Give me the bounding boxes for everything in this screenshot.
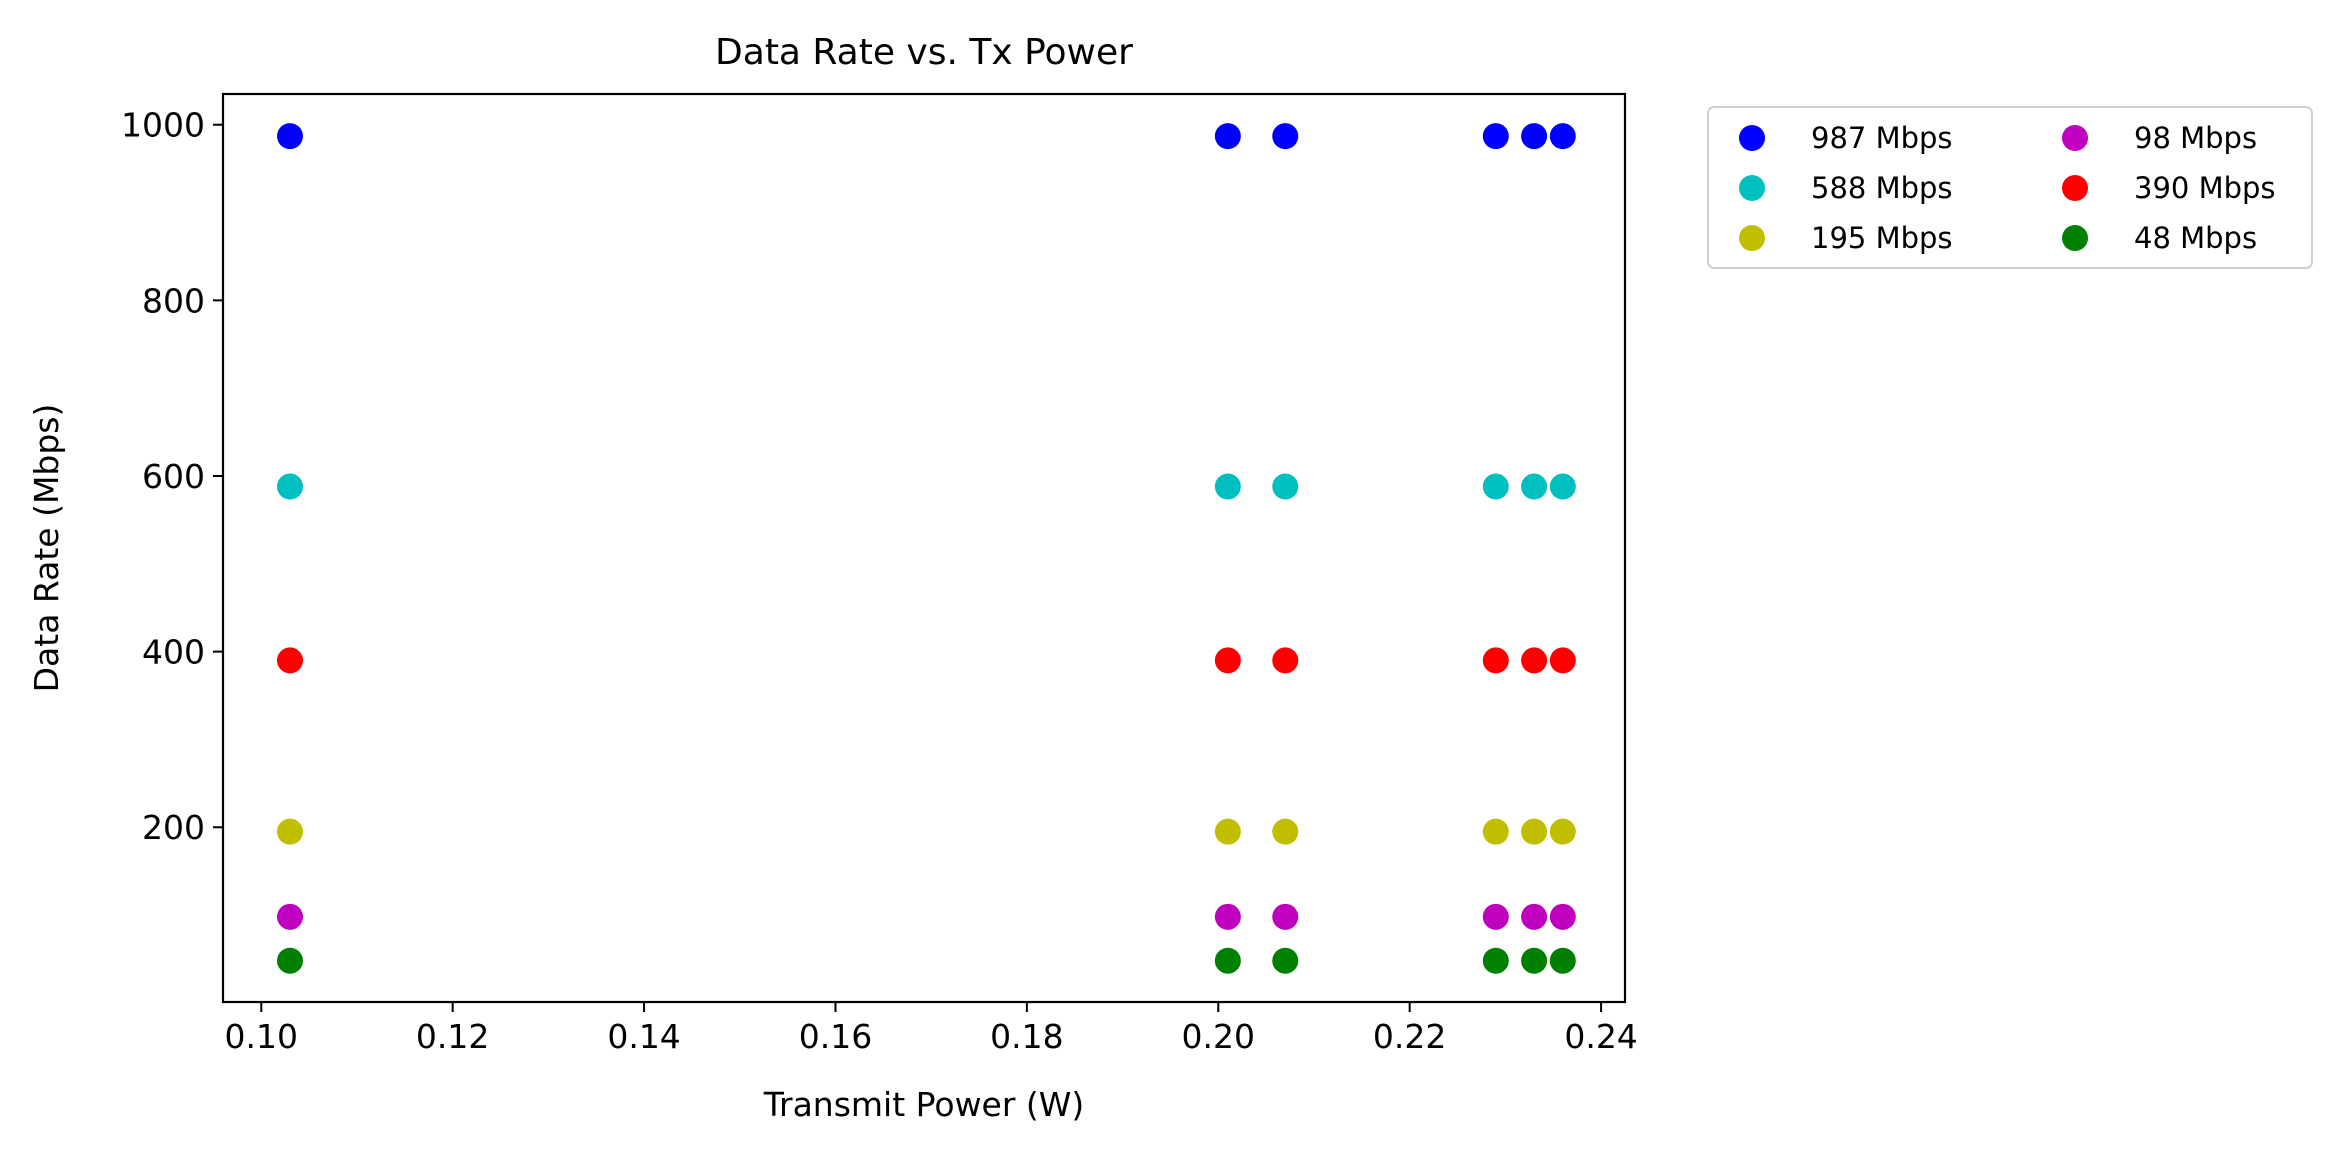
x-tick-label: 0.14 <box>607 1017 680 1056</box>
data-point <box>1214 473 1241 500</box>
legend-label: 588 Mbps <box>1811 171 1953 205</box>
data-point <box>1214 123 1241 150</box>
data-point <box>276 473 303 500</box>
data-point <box>276 903 303 930</box>
data-point <box>276 947 303 974</box>
data-point <box>1214 947 1241 974</box>
data-point <box>1214 647 1241 674</box>
y-tick-label: 800 <box>142 281 205 320</box>
legend-marker <box>2062 175 2088 201</box>
data-point <box>1482 473 1509 500</box>
data-point <box>1272 647 1299 674</box>
data-point <box>1549 473 1576 500</box>
x-tick-label: 0.12 <box>416 1017 489 1056</box>
legend: 987 Mbps 588 Mbps 195 Mbps 98 Mbps 390 Mbps 4… <box>1707 106 2313 269</box>
plot-area-frame <box>221 92 1627 1004</box>
data-point <box>1272 473 1299 500</box>
data-point <box>1214 903 1241 930</box>
data-point <box>1521 818 1548 845</box>
data-point <box>1482 818 1509 845</box>
data-point <box>1272 903 1299 930</box>
data-point <box>276 818 303 845</box>
legend-marker <box>2062 125 2088 151</box>
data-point <box>1521 903 1548 930</box>
legend-label: 195 Mbps <box>1811 221 1953 255</box>
x-tick-label: 0.16 <box>799 1017 872 1056</box>
data-point <box>276 647 303 674</box>
y-axis-label: Data Rate (Mbps) <box>27 404 66 693</box>
y-tick-label: 1000 <box>121 106 205 145</box>
data-point <box>276 123 303 150</box>
chart-title: Data Rate vs. Tx Power <box>715 32 1133 73</box>
legend-marker <box>1739 125 1765 151</box>
legend-entries: 987 Mbps 588 Mbps 195 Mbps 98 Mbps 390 Mbps 4… <box>1739 121 2276 255</box>
data-points-layer <box>276 123 1576 974</box>
x-tick-label: 0.20 <box>1182 1017 1255 1056</box>
legend-frame <box>1707 106 2313 269</box>
y-tick-label: 600 <box>142 457 205 496</box>
data-point <box>1549 647 1576 674</box>
y-tick-label: 200 <box>142 808 205 847</box>
x-tick-label: 0.24 <box>1564 1017 1637 1056</box>
legend-marker <box>1739 225 1765 251</box>
legend-marker <box>1739 175 1765 201</box>
data-point <box>1482 903 1509 930</box>
data-point <box>1521 123 1548 150</box>
data-point <box>1549 818 1576 845</box>
data-point <box>1272 818 1299 845</box>
x-axis-label: Transmit Power (W) <box>763 1085 1085 1124</box>
data-point <box>1272 947 1299 974</box>
legend-label: 98 Mbps <box>2134 121 2257 155</box>
data-point <box>1549 903 1576 930</box>
data-point <box>1549 947 1576 974</box>
legend-marker <box>2062 225 2088 251</box>
data-point <box>1521 647 1548 674</box>
data-point <box>1521 947 1548 974</box>
data-point <box>1482 123 1509 150</box>
legend-label: 390 Mbps <box>2134 171 2276 205</box>
x-tick-label: 0.22 <box>1373 1017 1446 1056</box>
legend-label: 48 Mbps <box>2134 221 2257 255</box>
data-point <box>1549 123 1576 150</box>
x-tick-label: 0.10 <box>225 1017 298 1056</box>
x-axis-ticks: 0.10 0.12 0.14 0.16 0.18 0.20 0.22 0.24 <box>225 1002 1638 1056</box>
data-point <box>1272 123 1299 150</box>
y-axis-ticks: 200 400 600 800 1000 <box>121 106 223 847</box>
data-point <box>1521 473 1548 500</box>
legend-label: 987 Mbps <box>1811 121 1953 155</box>
x-tick-label: 0.18 <box>990 1017 1063 1056</box>
data-point <box>1482 947 1509 974</box>
data-point <box>1214 818 1241 845</box>
y-tick-label: 400 <box>142 633 205 672</box>
data-point <box>1482 647 1509 674</box>
